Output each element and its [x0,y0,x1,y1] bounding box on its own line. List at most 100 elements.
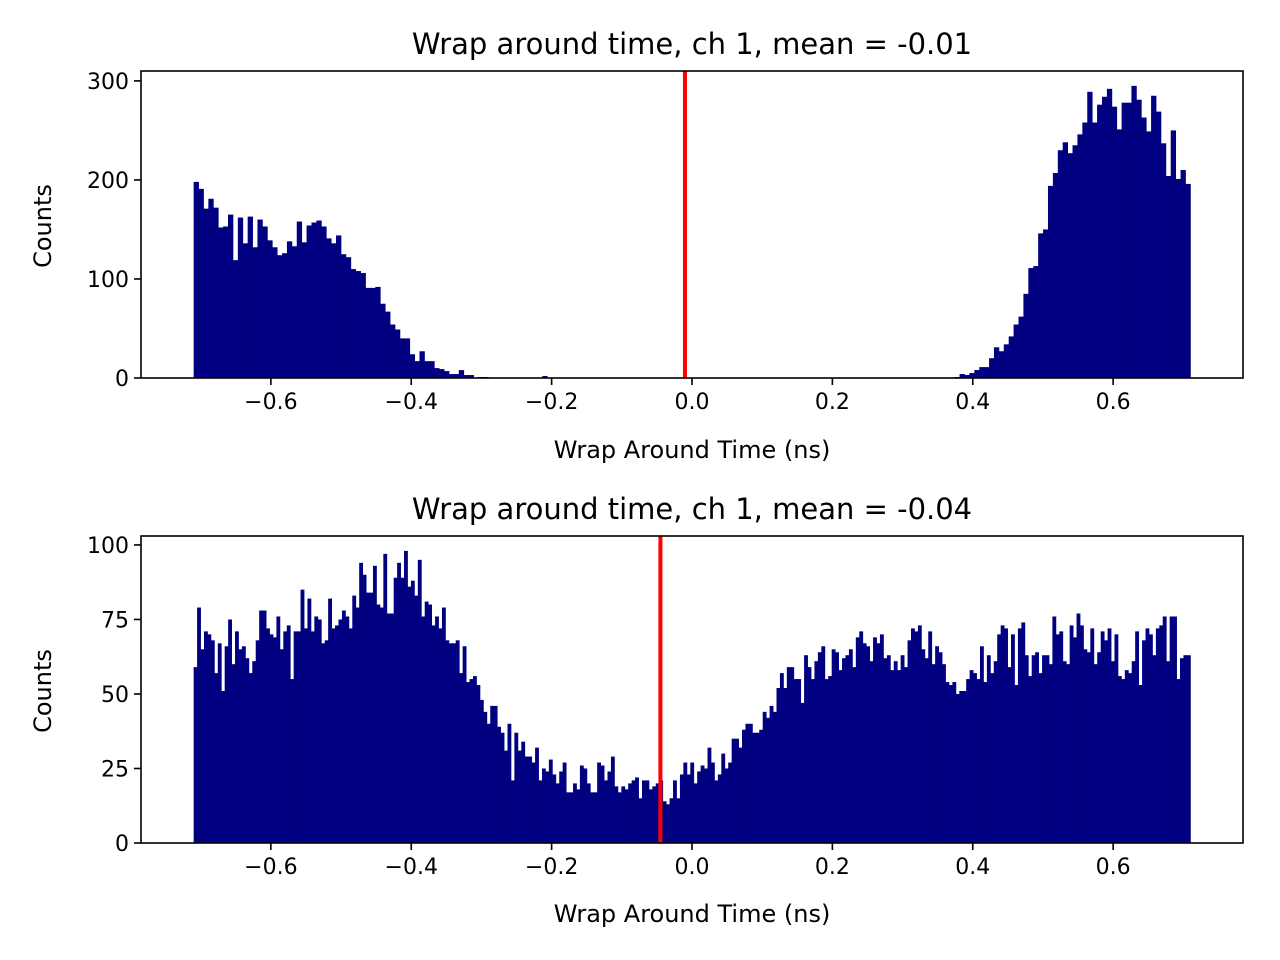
histogram-bar [1138,685,1143,843]
histogram-bar [1124,670,1129,843]
histogram-bar [286,241,293,378]
histogram-bar [704,768,708,843]
histogram-bar [1175,178,1181,378]
histogram-bar [448,643,453,843]
histogram-bar [469,679,474,843]
histogram-bar [838,670,843,843]
histogram-bar [662,801,667,843]
histogram-bar [652,786,657,843]
histogram-bar [483,711,488,843]
histogram-bar [869,661,874,843]
histogram-bar [521,741,526,843]
histogram-bar [866,646,871,843]
y-axis-label: Counts [29,184,57,268]
histogram-bar [555,783,560,843]
histogram-bar [814,661,819,843]
chart-title: Wrap around time, ch 1, mean = -0.04 [412,492,972,526]
histogram-bar [476,685,481,843]
histogram-bar [362,574,367,843]
histogram-bar [1062,142,1069,378]
histogram-bar [762,711,767,843]
histogram-bar [207,634,212,843]
histogram-bar [876,643,881,843]
y-axis: 0 100 200 300 [87,70,141,392]
histogram-bar [824,679,829,843]
histogram-bar [435,616,439,843]
x-tick-label: 0.6 [1096,390,1131,415]
histogram-bar [223,226,229,378]
histogram-bar [214,673,219,843]
histogram-bar [1093,664,1098,843]
histogram-bar [296,221,303,378]
histogram-bar [317,619,322,843]
x-tick-label: 0.4 [955,390,990,415]
histogram-bar [883,658,888,843]
histogram-bar [283,631,288,843]
histogram-bar [310,631,315,843]
histogram-bar [1092,122,1098,378]
histogram-bar [1176,679,1181,843]
histogram-bar [745,723,750,843]
histogram-bar [979,646,984,843]
histogram-bar [1033,266,1039,378]
histogram-bar [945,682,950,843]
histogram-bar [245,658,250,843]
histogram-bar [793,679,798,843]
histogram-bar [1079,625,1084,843]
histogram-bar [959,374,965,378]
histogram-bar [193,181,199,378]
x-axis-label: Wrap Around Time (ns) [554,900,831,928]
histogram-bar [973,673,977,843]
histogram-bar [400,577,405,843]
histogram-bar [417,559,422,843]
histogram-bar [600,765,605,843]
histogram-bar [1135,631,1140,843]
histogram-bar [638,798,643,843]
histogram-bar [597,762,602,843]
histogram-bar [969,373,975,378]
histogram-bar [414,361,420,378]
y-tick-label: 0 [115,367,129,392]
histogram-bar [441,607,446,843]
x-tick-label: −0.2 [525,390,578,415]
histogram-bar [990,673,995,843]
histogram-bar [645,780,650,843]
histogram-bar [573,783,577,843]
histogram-bar [314,616,319,843]
histogram-bar [1183,655,1188,843]
histogram-bar [1097,104,1103,379]
histogram-bar [359,562,364,843]
histogram-bar [1023,293,1029,378]
histogram-bar [1159,625,1164,843]
histogram-bar [438,628,443,843]
histogram-bar [1011,634,1015,843]
histogram-bar [621,786,626,843]
histogram-bar [490,705,495,843]
histogram-bar [1151,95,1157,378]
histogram-bar [193,667,198,843]
histogram-bar [1021,622,1026,843]
histogram-bar [984,367,990,378]
histogram-bar [531,762,536,843]
histogram-bar [500,732,505,843]
histogram-bar [566,792,570,843]
histogram-bar [1048,664,1053,843]
histogram-bar [453,374,460,378]
histogram-bar [1116,129,1123,378]
histogram-bar [790,667,795,843]
histogram-bar [407,586,412,843]
histogram-bar [804,655,808,843]
histogram-bar [424,601,429,843]
histogram-bar [429,361,435,378]
histogram-bar [635,777,639,843]
histogram-bar [272,247,278,378]
histogram-bar [431,625,436,843]
histogram-bar [1142,640,1146,843]
histogram-bar [272,637,277,843]
histogram-bar [1145,628,1150,843]
histogram-bar [486,723,491,843]
histogram-bar [1101,96,1108,378]
histogram-bar [404,338,411,378]
histogram-bar [700,765,705,843]
histogram-bar [238,649,243,843]
